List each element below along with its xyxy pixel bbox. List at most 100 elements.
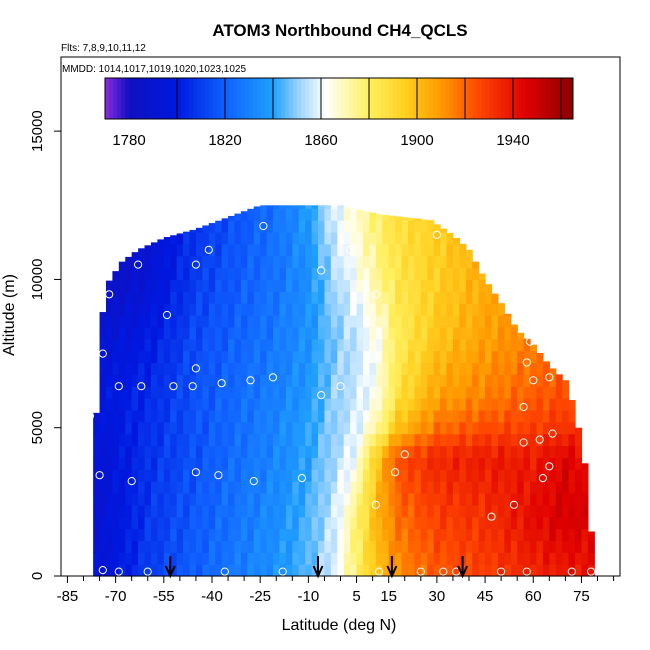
heatmap-cell (266, 255, 274, 269)
heatmap-cell (228, 350, 236, 364)
heatmap-cell (298, 220, 306, 233)
heatmap-cell (189, 386, 197, 399)
colorbar-swatch (385, 78, 390, 119)
sample-marker (114, 382, 123, 391)
heatmap-cell (138, 267, 146, 281)
heatmap-cell (452, 457, 460, 470)
heatmap-cell (504, 338, 512, 352)
heatmap-cell (555, 386, 563, 399)
heatmap-cell (221, 457, 229, 470)
heatmap-cell (234, 469, 242, 482)
heatmap-cell (112, 386, 120, 399)
heatmap-cell (407, 231, 415, 245)
heatmap-cell (279, 279, 287, 292)
heatmap-cell (273, 374, 281, 387)
heatmap-cell (337, 338, 345, 352)
heatmap-cell (395, 492, 403, 506)
heatmap-cell (125, 350, 133, 364)
heatmap-cell (183, 564, 191, 577)
heatmap-cell (497, 469, 505, 482)
heatmap-cell (440, 338, 448, 352)
heatmap-cell (388, 445, 396, 458)
heatmap-cell (465, 421, 473, 435)
heatmap-cell (382, 398, 390, 411)
heatmap-cell (362, 504, 371, 518)
heatmap-cell (555, 421, 563, 435)
colorbar-frame (104, 77, 574, 120)
heatmap-cell (318, 516, 326, 530)
x-tick-label: -25 (249, 588, 271, 605)
heatmap-cell (388, 291, 396, 304)
heatmap-cell (157, 243, 165, 257)
heatmap-cell (183, 409, 191, 423)
heatmap-cell (138, 492, 146, 506)
heatmap-cell (517, 540, 525, 553)
heatmap-cell (176, 233, 184, 245)
heatmap-cell (324, 374, 332, 387)
heatmap-cell (369, 528, 377, 542)
heatmap-cell (208, 552, 216, 565)
heatmap-cell (273, 279, 281, 292)
heatmap-cell (195, 540, 203, 553)
heatmap-cell (337, 445, 345, 458)
heatmap-cell (253, 231, 261, 245)
heatmap-cell (215, 516, 223, 530)
heatmap-cell (414, 457, 422, 470)
heatmap-cell (105, 469, 114, 482)
heatmap-cell (292, 398, 300, 411)
heatmap-cell (375, 362, 383, 375)
heatmap-cell (215, 564, 223, 577)
heatmap-cell (215, 350, 223, 364)
colorbar-swatch (553, 78, 558, 119)
heatmap-cell (183, 398, 191, 411)
heatmap-cell (407, 267, 415, 281)
heatmap-cell (189, 469, 197, 482)
heatmap-cell (337, 208, 345, 221)
heatmap-cell (93, 469, 101, 482)
heatmap-cell (240, 516, 248, 530)
heatmap-cell (260, 409, 268, 423)
heatmap-cell (305, 386, 313, 399)
heatmap-cell (568, 528, 576, 542)
heatmap-cell (491, 492, 499, 506)
heatmap-cell (337, 374, 345, 387)
heatmap-cell (536, 481, 544, 494)
heatmap-cell (375, 409, 383, 423)
heatmap-cell (452, 362, 460, 375)
colorbar-swatch (129, 78, 134, 119)
heatmap-cell (247, 362, 255, 375)
heatmap-cell (452, 398, 460, 411)
heatmap-cell (517, 504, 525, 518)
heatmap-cell (356, 315, 364, 328)
heatmap-cell (176, 433, 184, 447)
heatmap-cell (118, 315, 126, 328)
heatmap-cell (356, 469, 364, 482)
heatmap-cell (247, 445, 255, 458)
heatmap-cell (305, 231, 313, 245)
heatmap-cell (163, 433, 171, 447)
heatmap-cell (324, 564, 332, 577)
heatmap-cell (485, 303, 493, 316)
heatmap-cell (292, 326, 300, 340)
heatmap-cell (221, 231, 229, 245)
heatmap-cell (298, 338, 306, 352)
heatmap-cell (395, 433, 403, 447)
heatmap-cell (478, 315, 486, 328)
heatmap-cell (330, 528, 338, 542)
sample-marker (416, 567, 425, 576)
heatmap-cell (266, 445, 274, 458)
heatmap-cell (395, 528, 403, 542)
heatmap-cell (234, 255, 242, 269)
heatmap-cell (157, 469, 165, 482)
heatmap-cell (440, 326, 448, 340)
heatmap-cell (202, 243, 210, 257)
heatmap-cell (420, 469, 428, 482)
colorbar-swatch (165, 78, 170, 119)
heatmap-cell (247, 386, 255, 399)
heatmap-cell (240, 243, 248, 257)
heatmap-cell (273, 231, 281, 245)
heatmap-cell (215, 421, 223, 435)
heatmap-cell (472, 326, 480, 340)
heatmap-cell (228, 481, 236, 494)
heatmap-cell (549, 492, 557, 506)
